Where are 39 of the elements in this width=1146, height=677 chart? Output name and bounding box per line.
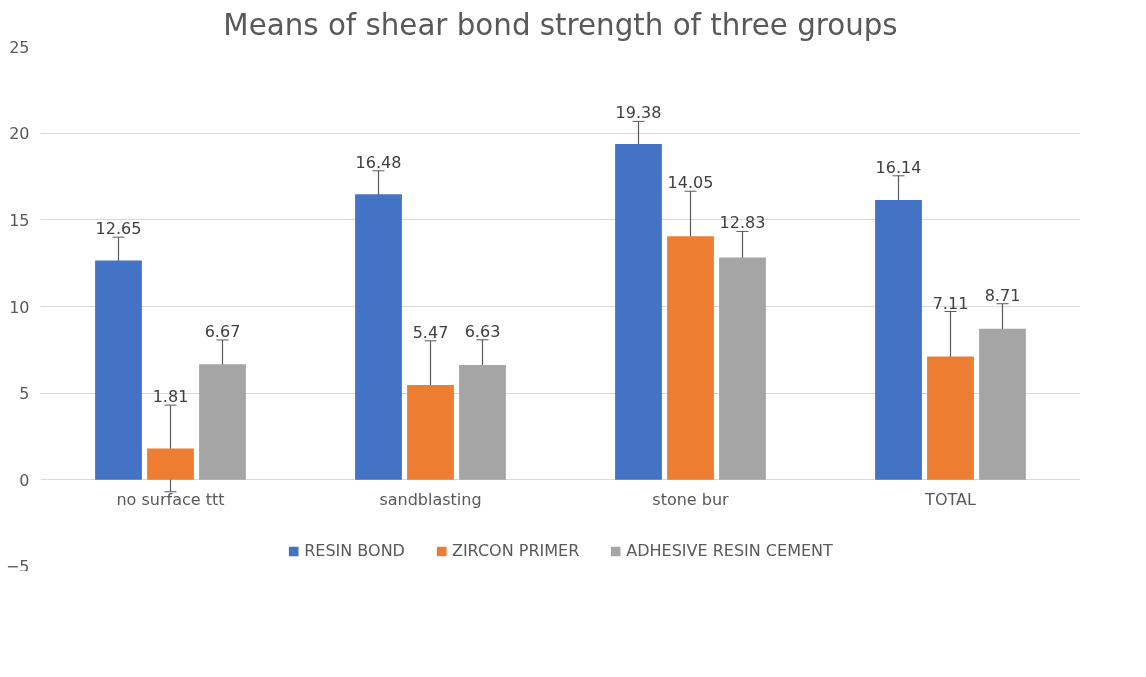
y-tick-label: −5 [5, 556, 30, 576]
bar [147, 448, 194, 480]
data-label: 6.67 [204, 321, 241, 341]
x-tick-label: TOTAL [924, 489, 976, 509]
data-label: 12.83 [719, 213, 766, 233]
bar [927, 356, 974, 480]
x-tick-label: stone bur [652, 489, 730, 509]
data-label: 5.47 [412, 322, 449, 342]
bar [875, 200, 922, 480]
data-label: 6.63 [464, 321, 501, 341]
y-tick-label: 0 [19, 470, 30, 490]
y-tick-label: 10 [9, 297, 30, 317]
data-label: 1.81 [152, 387, 189, 407]
bar [719, 257, 766, 480]
bar [667, 236, 714, 480]
bar [615, 143, 662, 480]
x-tick-label: sandblasting [379, 489, 482, 509]
legend-label: ADHESIVE RESIN CEMENT [626, 541, 833, 560]
data-label: 14.05 [667, 173, 714, 193]
y-tick-label: 25 [9, 37, 30, 57]
bar [979, 328, 1026, 480]
bar [95, 260, 142, 480]
y-tick-label: 15 [9, 210, 30, 230]
data-label: 12.65 [95, 219, 142, 239]
y-tick-label: 20 [9, 124, 30, 144]
legend-label: RESIN BOND [304, 541, 405, 560]
bar [407, 385, 454, 480]
legend-label: ZIRCON PRIMER [451, 541, 580, 560]
data-label: 16.14 [875, 157, 922, 177]
bar [459, 364, 506, 480]
bar [355, 194, 402, 480]
x-tick-label: no surface ttt [116, 489, 225, 509]
data-label: 8.71 [984, 285, 1021, 305]
data-label: 19.38 [615, 103, 662, 123]
y-tick-label: 5 [19, 384, 30, 404]
bar [199, 364, 246, 480]
data-label: 16.48 [355, 152, 402, 172]
chart-title: Means of shear bond strength of three groups [223, 7, 898, 42]
data-label: 7.11 [932, 293, 969, 313]
